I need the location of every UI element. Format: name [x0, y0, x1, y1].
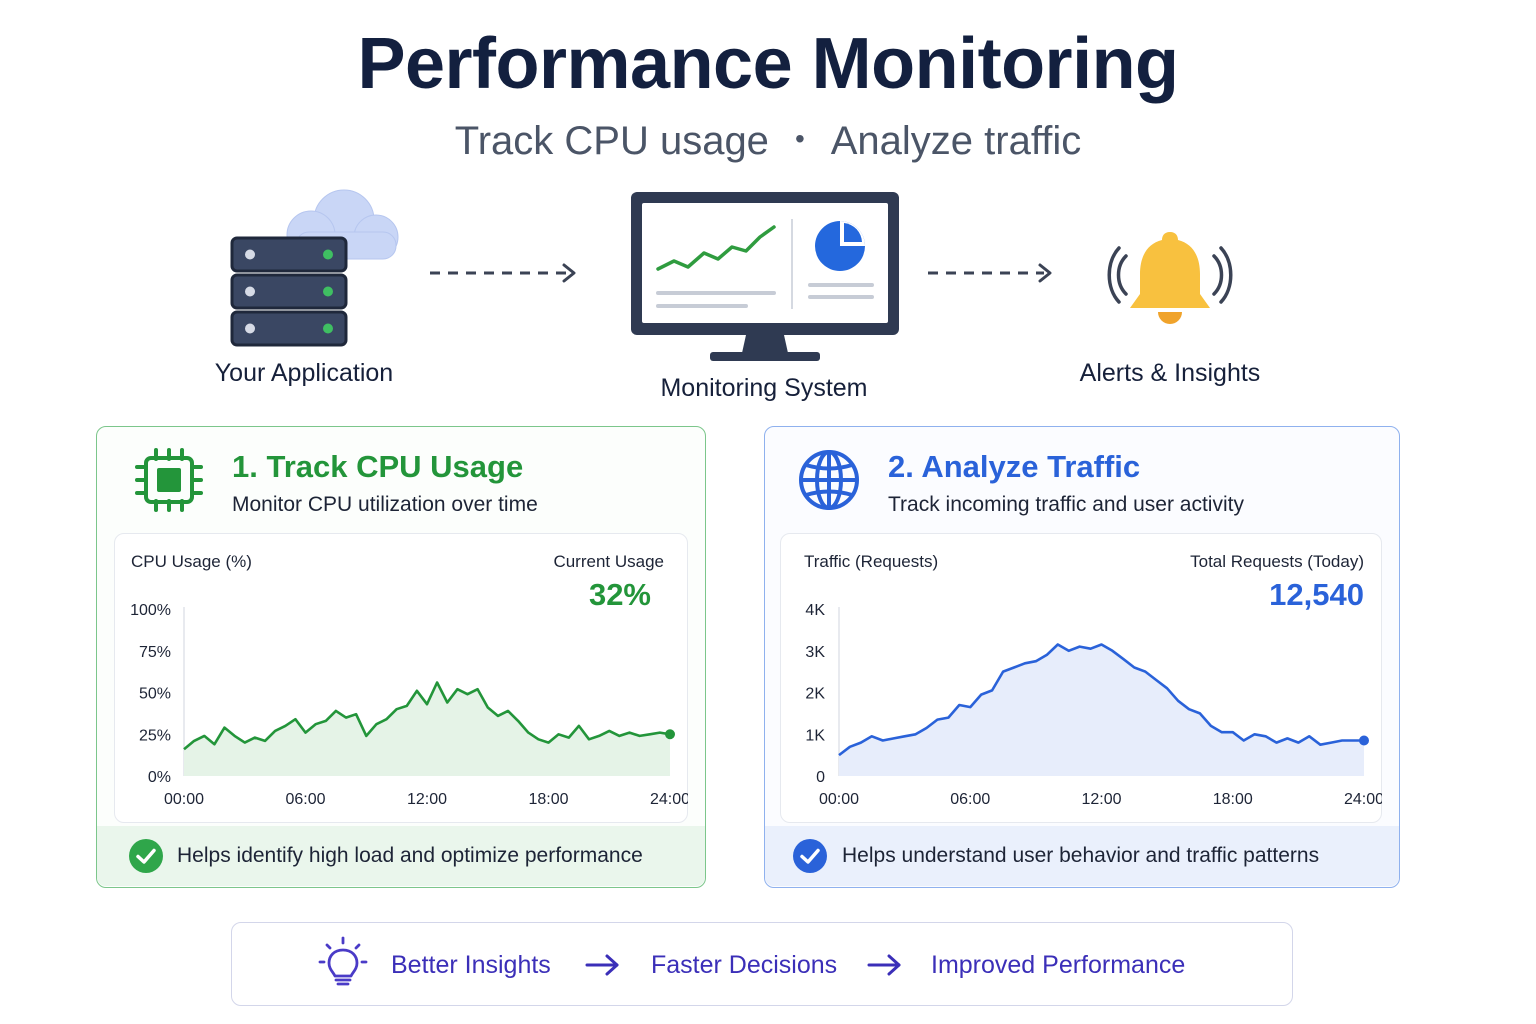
traffic-chart-y-tick-label: 4K	[805, 602, 825, 619]
flow-label-alerts: Alerts & Insights	[1079, 359, 1261, 387]
traffic-total-label: Total Requests (Today)	[1190, 552, 1364, 571]
traffic-chart-x-tick-label: 18:00	[1213, 791, 1253, 808]
cpu-chart-y-tick-label: 0%	[148, 769, 171, 786]
cpu-chart-x-tick-label: 18:00	[528, 791, 568, 808]
cpu-check-icon	[129, 839, 163, 873]
traffic-card-title: 2. Analyze Traffic	[888, 449, 1141, 484]
cpu-card-footer	[97, 826, 705, 886]
arrow-right-icon	[867, 954, 901, 976]
traffic-chart-x-tick-label: 24:00	[1344, 791, 1382, 808]
cpu-chart-x-tick-label: 00:00	[164, 791, 204, 808]
lightbulb-icon	[318, 936, 368, 986]
traffic-chart-y-tick-label: 0	[816, 769, 825, 786]
cpu-chart-area-fill	[184, 682, 670, 776]
insight-better-insights: Better Insights	[391, 951, 551, 979]
page-subtitle: Track CPU usage • Analyze traffic	[0, 116, 1536, 168]
traffic-check-icon	[793, 839, 827, 873]
subtitle-cpu: Track CPU usage	[454, 119, 769, 163]
cpu-card-description: Monitor CPU utilization over time	[232, 493, 538, 516]
traffic-chart-title: Traffic (Requests)	[804, 552, 939, 571]
cpu-chip-icon	[135, 448, 203, 512]
page-title: Performance Monitoring	[357, 24, 1179, 104]
traffic-footer-text: Helps understand user behavior and traff…	[842, 844, 1320, 867]
flow-arrow-2	[928, 263, 1052, 283]
cpu-chart-x-tick-label: 24:00	[650, 791, 688, 808]
cpu-chart-last-point	[665, 729, 675, 740]
traffic-total-value: 12,540	[1269, 577, 1364, 612]
bell-icon	[1107, 232, 1233, 324]
traffic-chart-y-tick-label: 3K	[805, 644, 825, 661]
cpu-chart-y-tick-label: 50%	[139, 686, 171, 703]
subtitle-separator: •	[794, 123, 805, 155]
traffic-card-footer	[765, 826, 1399, 886]
traffic-chart-area-fill	[839, 644, 1364, 776]
flow-label-application: Your Application	[214, 359, 394, 387]
cpu-usage-chart: 0% 25% 50% 75% 100% 00:00 06:00 12:00 18:00 24:00	[130, 602, 688, 808]
arrow-right-icon	[585, 954, 619, 976]
cpu-chart-series-line	[183, 681, 671, 751]
cpu-chart-title: CPU Usage (%)	[131, 552, 252, 571]
cpu-chart-y-tick-label: 100%	[130, 602, 171, 619]
flow-arrow-1	[430, 263, 576, 283]
traffic-chart-series-line	[838, 643, 1364, 757]
traffic-card-description: Track incoming traffic and user activity	[888, 493, 1244, 516]
globe-icon	[799, 450, 859, 510]
insights-bar	[231, 922, 1293, 1006]
cpu-chart-y-tick-label: 75%	[139, 644, 171, 661]
traffic-chart-y-tick-label: 2K	[805, 686, 825, 703]
traffic-requests-chart: 0 1K 2K 3K 4K 00:00 06:00 12:00 18:00 24:00	[805, 602, 1382, 808]
cpu-current-label: Current Usage	[553, 552, 664, 571]
cpu-footer-text: Helps identify high load and optimize pe…	[177, 844, 643, 867]
traffic-chart-y-tick-label: 1K	[805, 727, 825, 744]
traffic-chart-x-tick-label: 12:00	[1081, 791, 1121, 808]
insight-faster-decisions: Faster Decisions	[651, 951, 838, 979]
server-cloud-icon	[230, 189, 399, 347]
insight-improved-performance: Improved Performance	[931, 951, 1186, 979]
cpu-card-title: 1. Track CPU Usage	[232, 449, 524, 484]
traffic-chart-x-tick-label: 00:00	[819, 791, 859, 808]
cpu-chart-x-tick-label: 06:00	[285, 791, 325, 808]
flow-label-monitoring: Monitoring System	[660, 374, 868, 402]
cpu-chart-y-tick-label: 25%	[139, 727, 171, 744]
traffic-chart-last-point	[1359, 735, 1369, 746]
subtitle-traffic: Analyze traffic	[830, 119, 1082, 163]
traffic-chart-x-tick-label: 06:00	[950, 791, 990, 808]
cpu-chart-x-tick-label: 12:00	[407, 791, 447, 808]
monitor-dashboard-icon	[631, 192, 899, 361]
cpu-current-value: 32%	[588, 577, 651, 612]
